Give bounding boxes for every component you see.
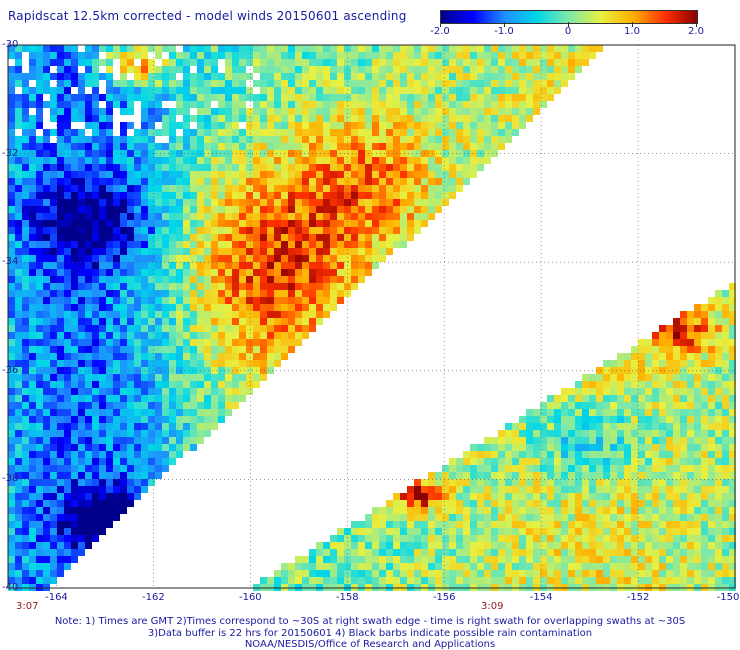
swath-time-right: 3:09 — [481, 601, 504, 612]
colorbar-tick — [696, 22, 697, 27]
wind-cells — [8, 45, 736, 591]
latitude-label: -34 — [2, 256, 19, 268]
colorbar-tick — [440, 22, 441, 27]
longitude-label: -164 — [45, 592, 68, 603]
colorbar-gradient — [440, 10, 698, 24]
latitude-label: -38 — [2, 473, 19, 485]
latitude-label: -30 — [2, 39, 19, 50]
colorbar-label: -2.0 — [430, 26, 450, 37]
swath-time-left: 3:07 — [16, 601, 39, 612]
longitude-label: -162 — [142, 592, 165, 603]
colorbar-tick — [632, 22, 633, 27]
latitude-label: -40 — [2, 582, 19, 593]
note-line-2: 3)Data buffer is 22 hrs for 20150601 4) … — [147, 628, 593, 639]
latitude-label: -36 — [2, 364, 19, 376]
colorbar-label: 0 — [564, 26, 572, 37]
longitude-label: -152 — [626, 592, 650, 603]
longitude-label: -158 — [335, 592, 359, 603]
colorbar-tick — [568, 22, 569, 27]
longitude-label: -160 — [238, 592, 262, 603]
note-line-3: NOAA/NESDIS/Office of Research and Appli… — [244, 639, 496, 650]
colorbar-label: 1.0 — [624, 26, 640, 37]
title: Rapidscat 12.5km corrected - model winds… — [8, 9, 407, 23]
note-line-1: Note: 1) Times are GMT 2)Times correspon… — [54, 616, 686, 627]
longitude-label: -150 — [716, 592, 740, 603]
latitude-label: -32 — [2, 147, 19, 159]
map-frame — [7, 44, 736, 589]
longitude-label: -156 — [432, 592, 456, 603]
colorbar-label: -1.0 — [494, 26, 514, 37]
colorbar-tick — [504, 22, 505, 27]
colorbar-label: 2.0 — [688, 26, 704, 37]
colorbar: -2.0 -1.0 0 1.0 2.0 — [430, 10, 704, 44]
longitude-label: -154 — [529, 592, 553, 603]
